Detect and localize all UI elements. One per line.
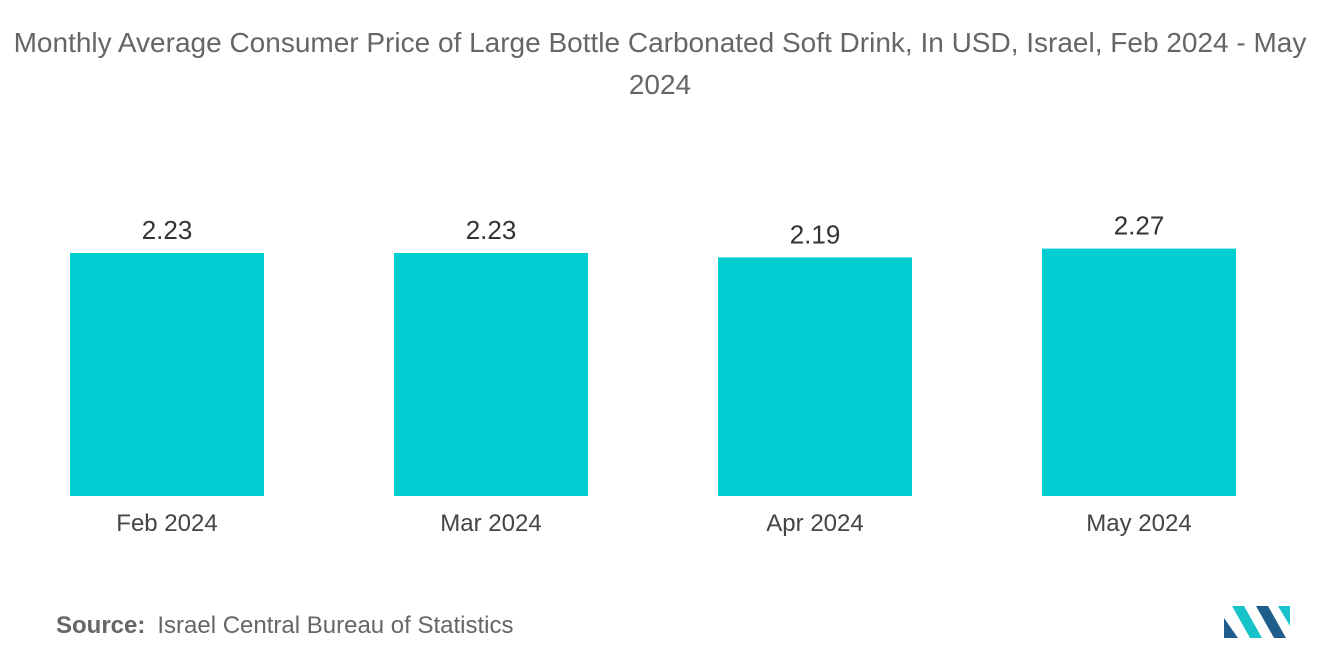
brand-logo-icon <box>1224 606 1290 638</box>
bar-chart: 2.23 2.23 2.19 2.27 Feb 2024 Mar 2024 Apr 202… <box>70 211 1236 537</box>
x-tick-label-mar-2024: Mar 2024 <box>440 510 541 537</box>
logo-end-stroke <box>1278 606 1290 626</box>
bars-group <box>70 248 1236 496</box>
value-label-may-2024: 2.27 <box>1114 211 1165 241</box>
bar-feb-2024 <box>70 253 264 496</box>
x-tick-label-feb-2024: Feb 2024 <box>116 510 217 537</box>
value-label-mar-2024: 2.23 <box>466 215 517 245</box>
logo-right-stroke <box>1256 606 1286 638</box>
bar-may-2024 <box>1042 248 1236 496</box>
source-text: Israel Central Bureau of Statistics <box>157 612 514 639</box>
bar-mar-2024 <box>394 253 588 496</box>
source-note: Source: Israel Central Bureau of Statisti… <box>56 612 514 640</box>
value-labels-group: 2.23 2.23 2.19 2.27 <box>142 211 1165 250</box>
logo-middle-stroke <box>1232 606 1262 638</box>
x-tick-label-may-2024: May 2024 <box>1086 510 1191 537</box>
x-axis-tick-labels: Feb 2024 Mar 2024 Apr 2024 May 2024 <box>116 510 1191 537</box>
chart-title: Monthly Average Consumer Price of Large … <box>13 27 1307 100</box>
value-label-feb-2024: 2.23 <box>142 215 193 245</box>
bar-apr-2024 <box>718 257 912 496</box>
x-tick-label-apr-2024: Apr 2024 <box>766 510 863 537</box>
logo-left-stroke <box>1224 618 1238 638</box>
value-label-apr-2024: 2.19 <box>790 219 841 249</box>
source-label: Source: <box>56 612 146 639</box>
